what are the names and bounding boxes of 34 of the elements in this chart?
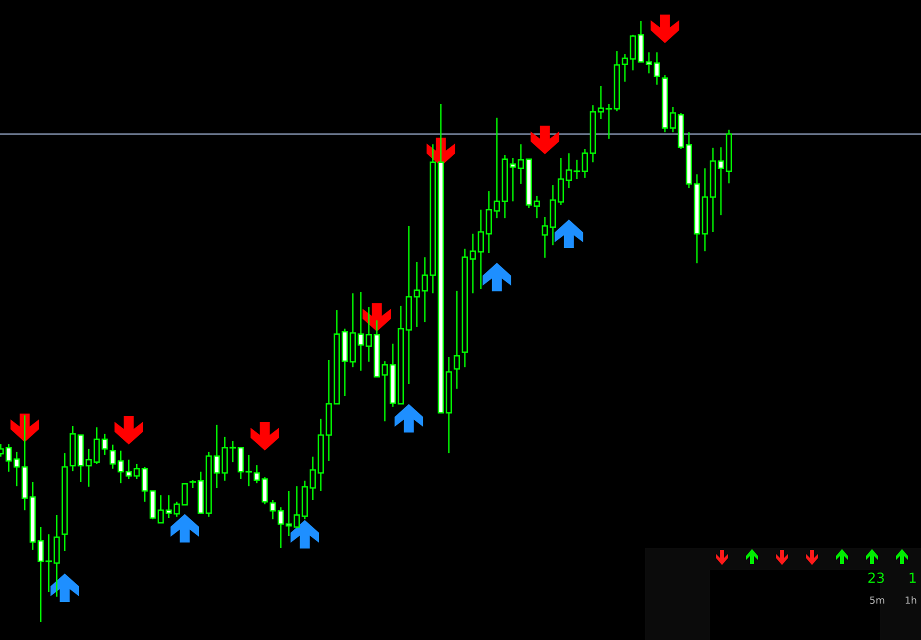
point <box>50 573 79 602</box>
text: 1h <box>906 596 916 604</box>
point <box>170 514 200 542</box>
candlestick <box>582 148 588 179</box>
point <box>250 422 280 451</box>
point <box>114 416 143 445</box>
candlestick <box>670 106 676 133</box>
text: 1 <box>910 572 916 583</box>
candlestick <box>422 256 428 323</box>
candlestick <box>622 53 628 82</box>
candlestick <box>542 216 548 258</box>
candlestick <box>478 209 484 290</box>
point <box>362 303 392 332</box>
text: 23 <box>868 572 884 584</box>
candlestick <box>518 144 524 185</box>
candlestick <box>630 34 636 72</box>
candlestick <box>470 233 476 294</box>
candlestick <box>558 157 564 206</box>
candlestick <box>654 52 660 86</box>
point <box>394 404 424 432</box>
candlestick <box>718 146 724 216</box>
text: 5m <box>870 596 884 604</box>
candlestick <box>534 195 540 219</box>
point <box>554 220 584 248</box>
candlestick <box>646 52 652 74</box>
point <box>10 414 39 442</box>
candlestick <box>454 290 460 390</box>
candlestick <box>414 261 420 328</box>
point <box>290 520 320 548</box>
candlestick <box>510 157 516 202</box>
point <box>650 14 680 44</box>
point <box>530 126 560 154</box>
candlestick <box>494 117 500 219</box>
point <box>482 262 512 292</box>
